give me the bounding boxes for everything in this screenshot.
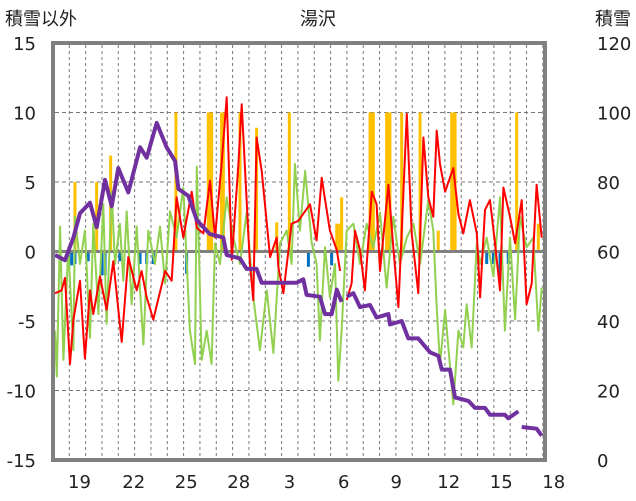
orange-bars-bar (436, 230, 440, 252)
x-tick-label: 6 (338, 472, 349, 493)
orange-bars-bar (450, 112, 454, 252)
right-axis-title: 積雪 (595, 9, 631, 30)
blue-bars-bar (330, 251, 334, 266)
x-tick-label: 28 (227, 472, 250, 493)
x-tick-label: 9 (391, 472, 402, 493)
green-line (54, 162, 543, 406)
right-tick-label: 20 (597, 382, 620, 403)
left-tick-label: 15 (13, 34, 36, 55)
orange-bars-bar (400, 112, 404, 252)
orange-bars-bar (370, 112, 374, 252)
orange-bars-bar (337, 223, 341, 252)
chart-title: 湯沢 (300, 9, 336, 30)
plot-frame (51, 41, 547, 462)
orange-bars-bar (255, 127, 259, 252)
lines (54, 96, 544, 437)
blue-bars-bar (306, 251, 310, 267)
orange-bars-bar (451, 112, 455, 252)
orange-bars-bar (388, 112, 392, 252)
blue-bars-bar (485, 251, 489, 265)
orange-bars-bar (386, 112, 390, 252)
right-tick-label: 0 (597, 451, 608, 472)
x-tick-label: 25 (175, 472, 198, 493)
x-tick-label: 19 (68, 472, 91, 493)
orange-bars-bar (335, 223, 339, 252)
x-tick-label: 15 (490, 472, 513, 493)
left-axis-title: 積雪以外 (5, 9, 77, 30)
right-tick-label: 100 (597, 104, 631, 125)
right-tick-label: 80 (597, 173, 620, 194)
right-tick-label: 40 (597, 312, 620, 333)
left-tick-label: 5 (25, 173, 36, 194)
orange-bars-bar (238, 112, 242, 252)
left-tick-label: -10 (7, 382, 36, 403)
blue-bars-bar (86, 251, 90, 262)
left-tick-label: -5 (18, 312, 36, 333)
orange-bars-bar (536, 223, 540, 252)
x-tick-label: 3 (284, 472, 295, 493)
blue-bars-bar (70, 251, 74, 266)
orange-bars-bar (220, 112, 224, 252)
x-tick-label: 22 (122, 472, 145, 493)
tick-labels: 15 10 5 0 -5 -10 -15 120 100 80 60 40 20 0 19 22 25 28 3 6 9… (7, 34, 632, 493)
left-tick-label: 10 (13, 104, 36, 125)
orange-bars-bar (371, 112, 375, 252)
blue-bars-bar (138, 251, 142, 265)
x-tick-label: 18 (542, 472, 565, 493)
orange-bars-bar (206, 112, 210, 252)
x-tick-label: 12 (437, 472, 460, 493)
orange-bars-bar (368, 112, 372, 252)
orange-bars-bar (210, 112, 214, 252)
left-tick-label: -15 (7, 451, 36, 472)
orange-bars-bar (221, 112, 225, 252)
right-tick-label: 60 (597, 243, 620, 264)
blue-bars-bar (491, 251, 495, 265)
right-tick-label: 120 (597, 34, 631, 55)
orange-bars-bar (340, 197, 344, 252)
orange-bars-bar (287, 112, 291, 252)
snow-depth (54, 120, 544, 437)
left-tick-label: 0 (25, 243, 36, 264)
blue-bars-bar (118, 251, 122, 262)
orange-bars-bar (385, 112, 389, 252)
orange-bars-bar (515, 112, 519, 252)
blue-bars-bar (100, 251, 104, 276)
orange-bars-bar (418, 112, 422, 252)
